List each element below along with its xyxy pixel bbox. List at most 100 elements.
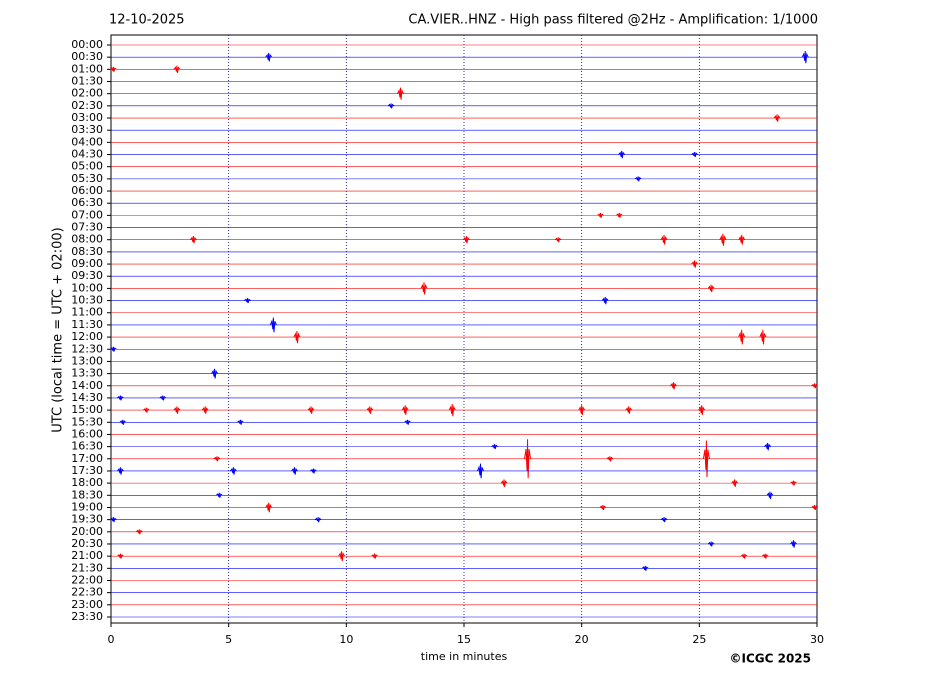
y-tick-label: 12:30 — [71, 342, 103, 355]
seismic-burst — [601, 296, 609, 305]
seismic-burst — [159, 395, 167, 401]
seismic-burst — [142, 407, 150, 413]
seismic-burst — [401, 405, 409, 416]
seismic-burst — [371, 553, 378, 559]
y-tick-label: 09:00 — [71, 257, 103, 270]
x-tick-label: 20 — [575, 633, 589, 646]
seismic-burst — [265, 52, 273, 62]
y-tick-label: 17:30 — [71, 464, 103, 477]
seismic-burst — [698, 405, 706, 416]
seismic-burst — [173, 65, 181, 74]
x-tick-label: 15 — [457, 633, 471, 646]
y-tick-label: 19:30 — [71, 513, 103, 526]
y-tick-label: 09:30 — [71, 269, 103, 282]
seismic-burst — [117, 395, 124, 401]
seismic-burst — [215, 492, 223, 498]
y-tick-label: 14:00 — [71, 379, 103, 392]
y-axis-label: UTC (local time = UTC + 02:00) — [51, 227, 66, 432]
seismic-burst — [448, 403, 456, 417]
seismic-burst — [606, 456, 614, 462]
y-tick-label: 02:30 — [71, 99, 103, 112]
y-tick-label: 05:00 — [71, 160, 103, 173]
seismic-burst — [117, 467, 124, 475]
y-tick-label: 23:00 — [71, 598, 103, 611]
seismic-burst — [310, 468, 317, 474]
seismic-burst — [719, 233, 727, 246]
y-tick-label: 13:00 — [71, 354, 103, 367]
seismic-burst — [244, 298, 251, 304]
seismic-burst — [307, 406, 315, 414]
seismic-burst — [811, 383, 818, 389]
seismic-burst — [229, 467, 237, 475]
y-tick-label: 10:30 — [71, 294, 103, 307]
seismic-burst — [738, 234, 746, 245]
y-tick-label: 02:00 — [71, 87, 103, 100]
y-tick-label: 04:30 — [71, 148, 103, 161]
x-tick-label: 10 — [339, 633, 353, 646]
seismic-burst — [500, 479, 508, 487]
seismic-burst — [211, 368, 218, 379]
x-tick-label: 30 — [810, 633, 824, 646]
y-tick-label: 03:00 — [71, 111, 103, 124]
seismic-burst — [420, 282, 428, 295]
x-tick-label: 25 — [692, 633, 706, 646]
x-tick-label: 5 — [225, 633, 232, 646]
seismic-burst — [731, 479, 739, 487]
seismic-burst — [625, 406, 633, 414]
seismic-burst — [707, 284, 715, 293]
seismic-burst — [237, 419, 244, 425]
seismic-burst — [293, 330, 301, 344]
seismic-burst — [338, 551, 346, 562]
seismic-burst — [314, 517, 322, 523]
seismic-burst — [759, 329, 767, 345]
y-tick-label: 10:00 — [71, 281, 103, 294]
y-tick-label: 20:30 — [71, 537, 103, 550]
seismic-burst — [790, 480, 797, 486]
seismic-burst — [477, 463, 484, 479]
y-tick-label: 17:00 — [71, 452, 103, 465]
seismic-burst — [135, 529, 143, 535]
x-tick-label: 0 — [108, 633, 115, 646]
seismic-burst — [110, 66, 117, 72]
y-tick-label: 00:30 — [71, 50, 103, 63]
y-tick-label: 23:30 — [71, 610, 103, 623]
y-tick-label: 03:30 — [71, 123, 103, 136]
seismic-burst — [404, 419, 411, 425]
seismic-burst — [616, 212, 623, 218]
seismic-burst — [761, 553, 769, 559]
y-tick-label: 08:30 — [71, 245, 103, 258]
seismic-burst — [660, 517, 668, 523]
y-tick-label: 22:30 — [71, 586, 103, 599]
y-tick-label: 11:00 — [71, 306, 103, 319]
seismic-burst — [189, 236, 197, 244]
seismic-burst — [618, 150, 626, 159]
seismic-burst — [599, 504, 607, 511]
seismic-burst — [491, 444, 498, 450]
y-tick-label: 15:30 — [71, 415, 103, 428]
credit: ©ICGC 2025 — [729, 652, 811, 666]
y-tick-label: 20:00 — [71, 525, 103, 538]
seismic-burst — [702, 440, 710, 478]
x-axis-label: time in minutes — [421, 650, 508, 663]
y-tick-label: 15:00 — [71, 403, 103, 416]
seismic-burst — [707, 541, 715, 547]
y-tick-label: 06:00 — [71, 184, 103, 197]
seismic-burst — [634, 176, 642, 182]
seismic-burst — [670, 382, 677, 390]
y-tick-label: 19:00 — [71, 500, 103, 513]
seismic-burst — [265, 502, 273, 513]
seismic-burst — [691, 260, 699, 268]
seismic-burst — [291, 467, 298, 475]
seismic-burst — [597, 212, 604, 218]
y-tick-label: 01:00 — [71, 62, 103, 75]
y-tick-label: 16:00 — [71, 427, 103, 440]
seismic-burst — [387, 103, 395, 109]
y-tick-label: 06:30 — [71, 196, 103, 209]
y-tick-label: 14:30 — [71, 391, 103, 404]
y-tick-label: 18:00 — [71, 476, 103, 489]
seismic-burst — [641, 565, 649, 571]
seismic-burst — [201, 406, 209, 414]
y-tick-label: 21:00 — [71, 549, 103, 562]
y-tick-label: 08:00 — [71, 233, 103, 246]
